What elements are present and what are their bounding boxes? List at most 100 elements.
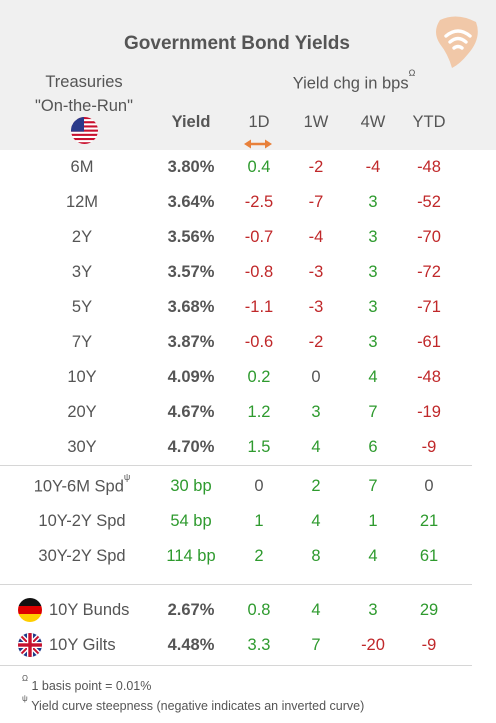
yield-value: 3.80% xyxy=(167,158,215,176)
yield-value: 3.87% xyxy=(167,333,215,351)
section-divider xyxy=(0,465,472,466)
yield-value: 2.67% xyxy=(167,601,215,619)
change-4w: 3 xyxy=(368,193,378,211)
change-4w: 3 xyxy=(368,263,378,281)
table-row: 3Y 3.57% -0.8 -3 3 -72 xyxy=(0,255,496,290)
change-1d: -0.8 xyxy=(244,263,274,281)
omega-footnote-mark: Ω xyxy=(408,68,416,78)
change-4w: 7 xyxy=(368,477,378,495)
change-1w: 7 xyxy=(311,636,321,654)
column-header-4w[interactable]: 4W xyxy=(360,113,386,131)
footnote-curve-steepness: ψ Yield curve steepness (negative indica… xyxy=(22,694,365,714)
treasuries-heading: Treasuries "On-the-Run" xyxy=(6,70,162,118)
footnote-text: Yield curve steepness (negative indicate… xyxy=(31,699,365,714)
table-row: 10Y-6M Spdψ 30 bp 0 2 7 0 xyxy=(0,469,496,504)
table-row: 12M 3.64% -2.5 -7 3 -52 xyxy=(0,185,496,220)
change-1w: -2 xyxy=(308,158,324,176)
change-ytd: -52 xyxy=(417,193,441,211)
page-title: Government Bond Yields xyxy=(124,33,350,54)
table-row: 10Y Gilts 4.48% 3.3 7 -20 -9 xyxy=(0,628,496,663)
change-1w: 4 xyxy=(311,601,321,619)
footnote-divider xyxy=(0,665,472,666)
row-label: 10Y Gilts xyxy=(49,636,116,654)
column-header-ytd[interactable]: YTD xyxy=(412,113,446,131)
change-1w: 3 xyxy=(311,403,321,421)
wifi-signal-logo-icon xyxy=(436,16,478,68)
row-label: 10Y-6M Spdψ xyxy=(18,472,146,497)
change-4w: 3 xyxy=(368,228,378,246)
change-1w: -4 xyxy=(308,228,324,246)
change-ytd: 0 xyxy=(424,477,434,495)
change-1w: 0 xyxy=(311,368,321,386)
row-label: 5Y xyxy=(71,298,93,316)
change-4w: 3 xyxy=(368,601,378,619)
psi-footnote-mark: ψ xyxy=(123,472,131,482)
row-label-text: 10Y-6M Spd xyxy=(33,477,124,496)
change-ytd: -70 xyxy=(417,228,441,246)
yield-value: 3.57% xyxy=(167,263,215,281)
change-4w: 1 xyxy=(368,512,378,530)
change-4w: 7 xyxy=(368,403,378,421)
change-1w: -7 xyxy=(308,193,324,211)
table-row: 10Y Bunds 2.67% 0.8 4 3 29 xyxy=(0,593,496,628)
us-flag-icon xyxy=(71,117,98,144)
change-ytd: -72 xyxy=(417,263,441,281)
table-row: 7Y 3.87% -0.6 -2 3 -61 xyxy=(0,325,496,360)
yield-value: 30 bp xyxy=(170,477,212,495)
change-1d: 1.5 xyxy=(247,438,271,456)
row-label: 2Y xyxy=(71,228,93,246)
change-4w: 4 xyxy=(368,547,378,565)
change-1d: -1.1 xyxy=(244,298,274,316)
table-row: 30Y 4.70% 1.5 4 6 -9 xyxy=(0,430,496,465)
change-4w: 3 xyxy=(368,333,378,351)
row-label: 10Y Bunds xyxy=(49,601,130,619)
change-ytd: -71 xyxy=(417,298,441,316)
table-row: 5Y 3.68% -1.1 -3 3 -71 xyxy=(0,290,496,325)
change-ytd: 21 xyxy=(419,512,439,530)
table-row: 6M 3.80% 0.4 -2 -4 -48 xyxy=(0,150,496,185)
change-1d: 1 xyxy=(254,512,264,530)
change-1d: 3.3 xyxy=(247,636,271,654)
change-ytd: -9 xyxy=(421,438,437,456)
change-1w: 2 xyxy=(311,477,321,495)
change-1d: 0 xyxy=(254,477,264,495)
row-label: 10Y-2Y Spd xyxy=(38,512,126,530)
row-label: 12M xyxy=(65,193,99,211)
column-header-1w[interactable]: 1W xyxy=(303,113,329,131)
footnote-mark: Ω xyxy=(22,674,28,683)
row-label: 6M xyxy=(70,158,94,176)
change-ytd: 29 xyxy=(419,601,439,619)
change-4w: 4 xyxy=(368,368,378,386)
yield-value: 4.70% xyxy=(167,438,215,456)
row-label: 3Y xyxy=(71,263,93,281)
treasuries-label: Treasuries xyxy=(45,73,123,91)
change-ytd: -61 xyxy=(417,333,441,351)
footnote-basis-point: Ω 1 basis point = 0.01% xyxy=(22,674,151,693)
yield-column-header: Yield xyxy=(171,113,211,131)
change-1d: 0.2 xyxy=(247,368,271,386)
change-4w: 3 xyxy=(368,298,378,316)
yield-value: 4.09% xyxy=(167,368,215,386)
change-1d: -0.7 xyxy=(244,228,274,246)
change-1d: 2 xyxy=(254,547,264,565)
uk-flag-icon xyxy=(18,633,42,657)
change-ytd: -48 xyxy=(417,368,441,386)
row-label: 10Y xyxy=(67,368,97,386)
double-arrow-icon xyxy=(244,139,272,149)
section-divider xyxy=(0,584,472,585)
yield-value: 3.64% xyxy=(167,193,215,211)
row-label: 30Y xyxy=(67,438,97,456)
row-label: 30Y-2Y Spd xyxy=(38,547,126,565)
change-ytd: -9 xyxy=(421,636,437,654)
yield-value: 3.68% xyxy=(167,298,215,316)
table-row: 20Y 4.67% 1.2 3 7 -19 xyxy=(0,395,496,430)
on-the-run-label: "On-the-Run" xyxy=(35,97,133,115)
column-header-1d[interactable]: 1D xyxy=(248,113,270,131)
row-label: 7Y xyxy=(71,333,93,351)
table-row: 2Y 3.56% -0.7 -4 3 -70 xyxy=(0,220,496,255)
change-1w: 8 xyxy=(311,547,321,565)
change-1d: -2.5 xyxy=(244,193,274,211)
yield-value: 4.48% xyxy=(167,636,215,654)
change-4w: -4 xyxy=(365,158,381,176)
